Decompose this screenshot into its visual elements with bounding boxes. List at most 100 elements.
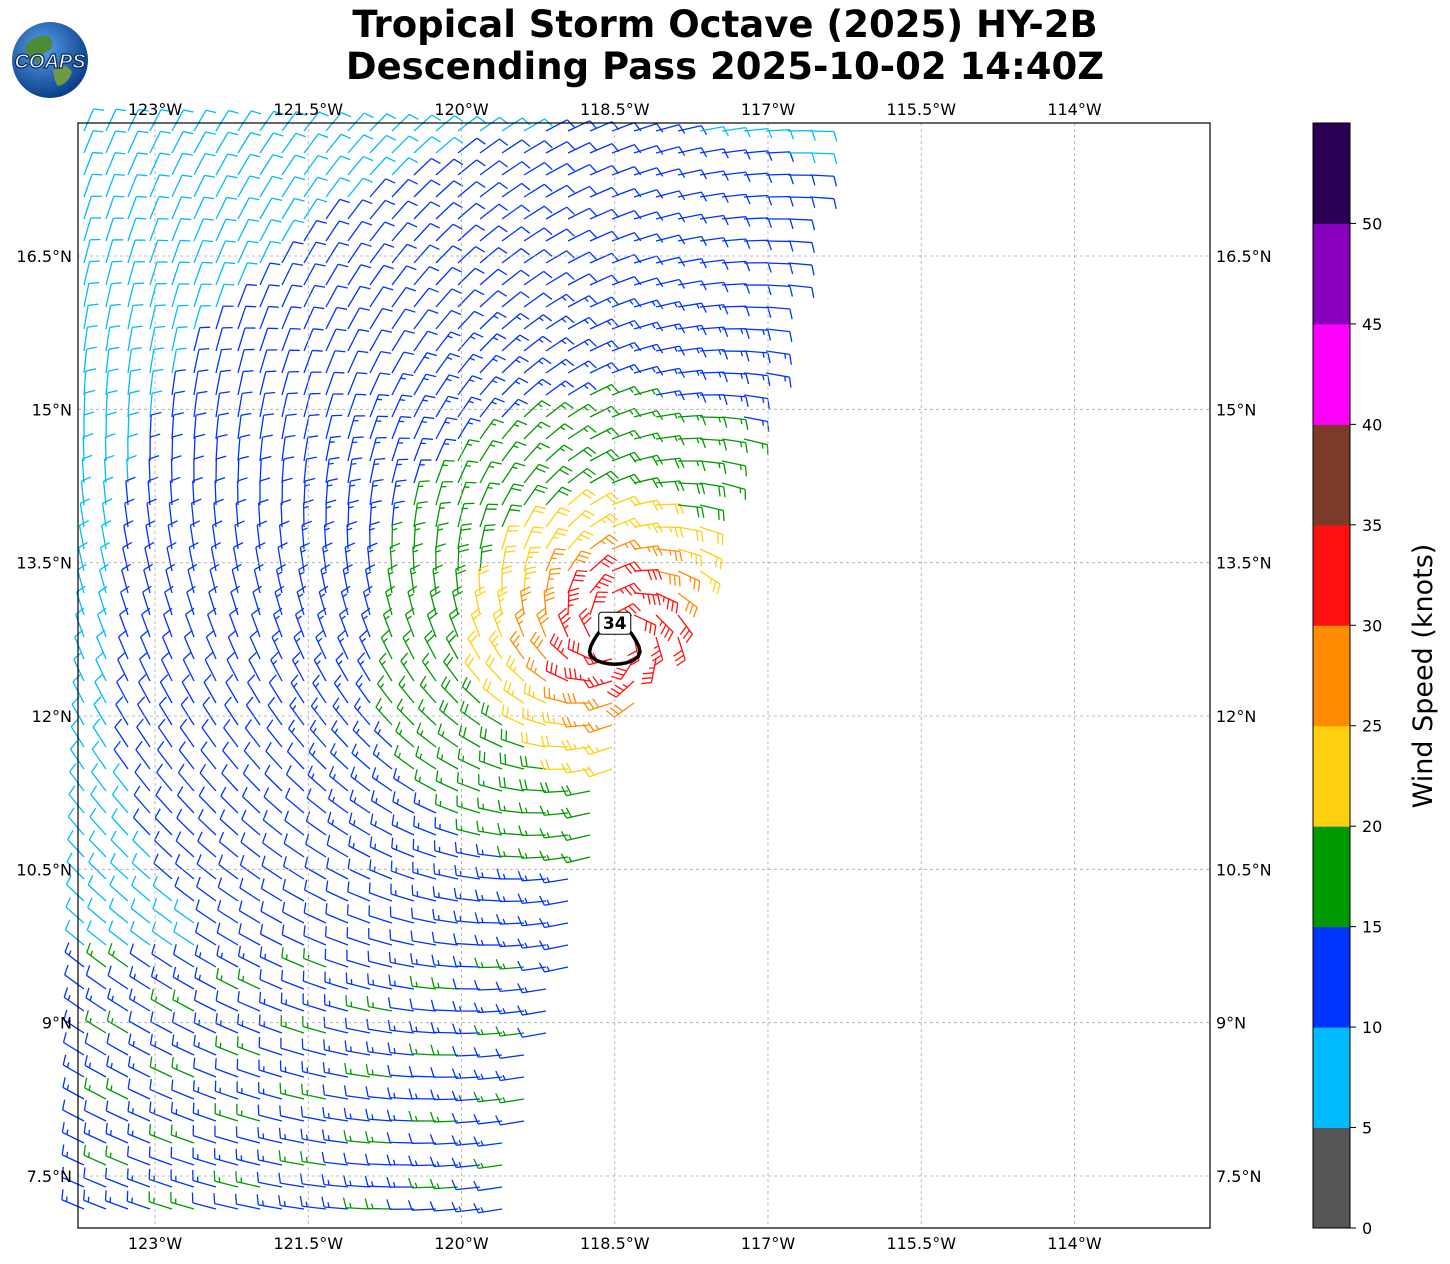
lon-tick-label-bottom: 123°W <box>128 1234 183 1253</box>
wind-barb <box>85 987 107 1012</box>
wind-barb <box>495 1070 525 1082</box>
wind-barb <box>187 563 198 594</box>
wind-barb <box>391 394 413 418</box>
wind-barb <box>473 1203 503 1214</box>
wind-barb <box>262 832 283 858</box>
wind-barb <box>567 569 588 594</box>
wind-barb <box>589 274 620 286</box>
wind-barb <box>413 179 441 198</box>
wind-barb <box>369 457 386 484</box>
wind-barb <box>177 786 195 814</box>
wind-barb <box>215 412 229 440</box>
wind-barb <box>281 456 295 484</box>
wind-barb <box>473 1180 503 1192</box>
wind-barb <box>434 793 459 814</box>
wind-barb <box>369 264 394 286</box>
wind-barb <box>215 131 239 154</box>
wind-barb <box>474 585 486 616</box>
wind-barb <box>149 347 165 374</box>
wind-barb <box>523 505 547 528</box>
wind-barb <box>413 395 436 418</box>
wind-barb <box>290 674 305 704</box>
wind-barb <box>105 389 118 418</box>
wind-barb <box>175 831 195 858</box>
wind-barb <box>413 244 440 264</box>
wind-barb <box>721 328 750 339</box>
wind-barb <box>549 633 569 660</box>
wind-barb <box>194 944 217 968</box>
wind-barb <box>503 679 525 704</box>
wind-barb <box>479 160 509 176</box>
wind-barb <box>435 481 453 506</box>
wind-barb <box>83 1167 107 1188</box>
wind-barb <box>282 856 305 880</box>
wind-barb <box>127 152 148 176</box>
wind-barb <box>453 910 481 924</box>
wind-barb <box>127 217 147 242</box>
wind-barb <box>325 198 350 220</box>
wind-barb <box>165 563 176 594</box>
wind-barb <box>152 898 173 924</box>
wind-barb <box>259 132 284 154</box>
wind-barb <box>432 886 459 902</box>
wind-barb <box>473 1047 503 1058</box>
wind-barb <box>482 678 503 704</box>
wind-barb <box>514 607 526 638</box>
wind-barb <box>343 1107 371 1122</box>
wind-barb <box>170 1124 195 1144</box>
wind-barb <box>237 131 261 154</box>
wind-barb <box>589 208 620 220</box>
wind-barb <box>432 909 459 924</box>
wind-barb <box>413 521 426 550</box>
wind-barb <box>138 651 151 682</box>
wind-barb <box>567 295 597 308</box>
wind-barb <box>413 222 440 242</box>
wind-barb <box>325 133 352 154</box>
wind-barb <box>413 459 432 484</box>
wind-barb <box>172 944 195 968</box>
wind-barb <box>809 130 838 142</box>
wind-barb <box>291 652 305 682</box>
wind-barb <box>589 230 620 242</box>
wind-barb <box>633 123 664 133</box>
wind-barb <box>93 696 107 726</box>
wind-barb <box>257 498 269 528</box>
wind-barb <box>303 263 326 286</box>
colorbar-bin-0-5 <box>1313 1127 1350 1229</box>
wind-barb <box>633 592 661 606</box>
wind-barb <box>258 1059 283 1078</box>
wind-barb <box>536 607 550 638</box>
wind-barb <box>391 415 412 440</box>
wind-barb <box>104 1190 129 1210</box>
wind-barb <box>633 255 664 265</box>
wind-barb <box>215 283 235 308</box>
wind-barb <box>94 673 107 704</box>
wind-barb <box>120 585 130 616</box>
wind-barb <box>105 303 121 330</box>
wind-barb <box>475 843 503 858</box>
wind-barb <box>199 763 217 792</box>
wind-barb <box>457 137 486 154</box>
wind-barb <box>216 945 239 968</box>
wind-barb <box>260 901 283 924</box>
wind-barb <box>237 197 260 220</box>
lat-tick-label-right: 12°N <box>1216 707 1256 726</box>
wind-barb <box>265 741 283 770</box>
wind-barb <box>126 454 137 484</box>
wind-barb <box>171 261 190 286</box>
wind-barb <box>391 351 415 374</box>
wind-barb <box>333 674 349 704</box>
wind-barb <box>479 482 501 506</box>
wind-barb <box>699 259 729 270</box>
wind-barb <box>107 965 129 990</box>
wind-barb <box>303 306 325 330</box>
wind-barb <box>259 370 277 396</box>
wind-barb <box>677 526 704 542</box>
wind-barb <box>452 1000 481 1012</box>
wind-barb <box>260 878 283 902</box>
wind-barb <box>380 629 393 660</box>
wind-barb <box>561 785 591 797</box>
wind-barb <box>435 309 462 330</box>
wind-barb <box>413 416 435 440</box>
wind-barb <box>278 1172 305 1188</box>
